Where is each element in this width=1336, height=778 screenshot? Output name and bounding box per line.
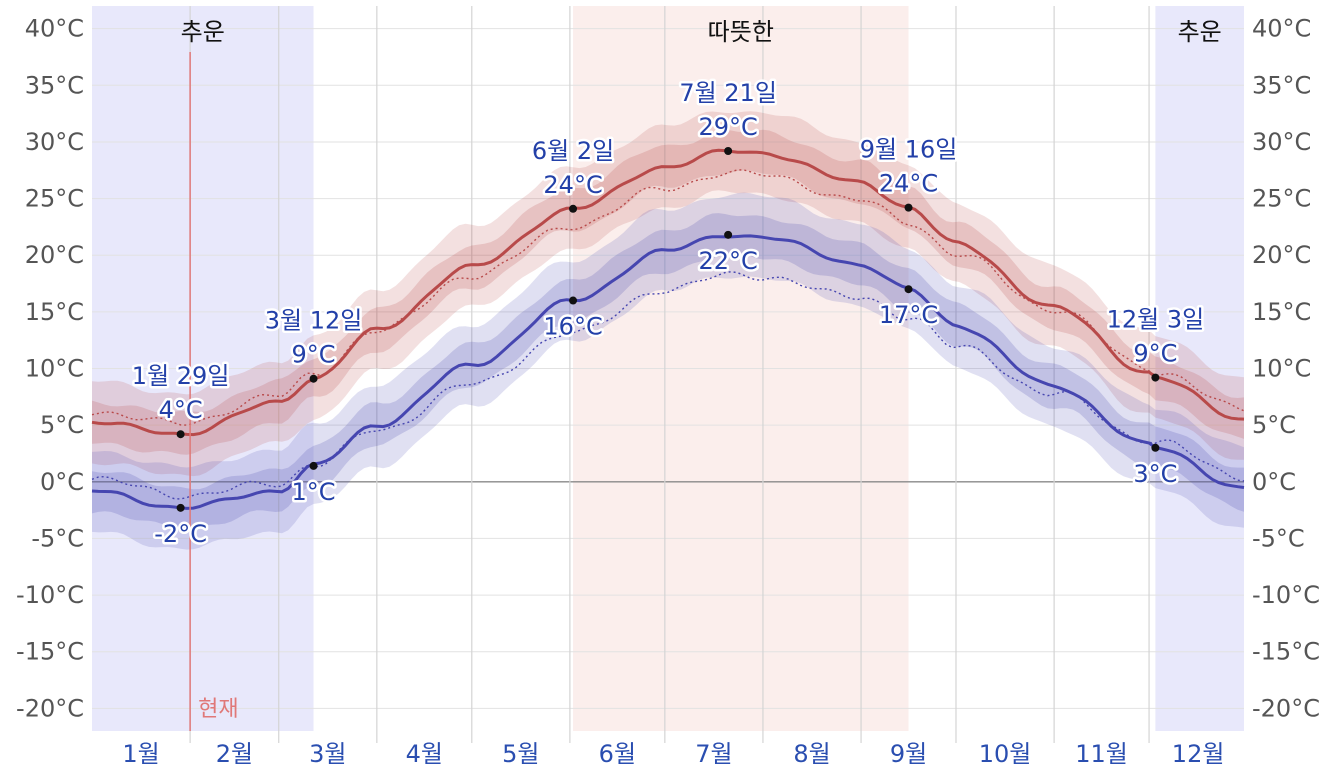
x-tick-label: 9월 [890,740,927,768]
y-tick-right: 10°C [1252,355,1311,383]
annotation-date: 6월 2일 [532,137,614,165]
annotation-date: 1월 29일 [132,362,230,390]
annotation-value: 22°C [698,247,757,275]
y-tick-left: -5°C [31,524,84,552]
annotation-point [176,430,185,439]
annotation-value: 29°C [698,113,757,141]
y-tick-right: 40°C [1252,15,1311,43]
x-tick-label: 8월 [793,740,830,768]
x-tick-label: 1월 [122,740,159,768]
annotation-point [1151,443,1160,452]
annotation-point [1151,373,1160,382]
season-label-0: 추운 [181,18,225,46]
annotation-value: 24°C [879,170,938,198]
annotation-point [569,296,578,305]
y-tick-left: 30°C [25,128,84,156]
annotation-date: 12월 3일 [1107,306,1205,334]
percentile-bands [92,111,1244,550]
annotation-value: 9°C [292,341,336,369]
season-label-1: 따뜻한 [708,18,774,46]
annotation-points [176,147,1160,512]
y-tick-right: 30°C [1252,128,1311,156]
y-tick-left: 0°C [40,468,84,496]
y-tick-right: -15°C [1252,638,1320,666]
y-tick-right: 35°C [1252,71,1311,99]
x-tick-label: 2월 [216,740,253,768]
x-tick-label: 7월 [695,740,732,768]
y-tick-left: 20°C [25,241,84,269]
series-line-1 [91,234,1245,510]
annotation-point [309,461,318,470]
annotation-date: 7월 21일 [679,79,777,107]
y-tick-right: -5°C [1252,524,1305,552]
now-label: 현재 [198,697,238,722]
y-tick-right: 0°C [1252,468,1296,496]
series-line-0 [91,148,1245,437]
annotation-point [569,204,578,213]
y-tick-left: 40°C [25,15,84,43]
annotation-value: 17°C [879,301,938,329]
y-tick-left: 35°C [25,71,84,99]
annotation-date: 3월 12일 [265,307,363,335]
x-tick-label: 6월 [599,740,636,768]
x-tick-label: 4월 [406,740,443,768]
x-tick-label: 11월 [1075,740,1128,768]
annotation-value: -2°C [154,520,207,548]
x-tick-label: 10월 [979,740,1032,768]
y-tick-left: -15°C [16,638,84,666]
band-inner-0 [92,129,1244,455]
band-inner-1 [92,213,1244,531]
y-tick-right: 5°C [1252,411,1296,439]
annotation-point [309,374,318,383]
annotation-date: 9월 16일 [860,136,958,164]
y-tick-left: 25°C [25,185,84,213]
y-tick-left: -10°C [16,581,84,609]
y-tick-right: 15°C [1252,298,1311,326]
annotation-point [176,503,185,512]
y-tick-right: 20°C [1252,241,1311,269]
season-label-2: 추운 [1178,18,1222,46]
y-tick-left: 15°C [25,298,84,326]
series-lines [91,148,1245,510]
y-tick-left: 10°C [25,355,84,383]
y-tick-left: -20°C [16,694,84,722]
y-tick-right: 25°C [1252,185,1311,213]
annotation-point [904,285,913,294]
y-tick-left: 5°C [40,411,84,439]
annotation-value: 4°C [159,396,203,424]
x-tick-label: 3월 [309,740,346,768]
annotation-point [904,203,913,212]
y-tick-right: -20°C [1252,694,1320,722]
annotation-value: 3°C [1133,460,1177,488]
annotation-value: 1°C [292,478,336,506]
annotation-value: 16°C [543,313,602,341]
x-tick-label: 5월 [502,740,539,768]
annotation-value: 9°C [1133,340,1177,368]
annotation-point [724,230,733,239]
dotted-line-1 [91,270,1245,500]
annotation-value: 24°C [543,171,602,199]
annotation-point [724,147,733,155]
band-outer-0 [92,111,1244,477]
x-tick-label: 12월 [1172,740,1225,768]
chart-labels: 추운 따뜻한 추운 -20°C -20°C -15°C -15°C -10°C -10°C -5°… [16,15,1320,768]
band-outer-1 [92,192,1244,550]
y-tick-right: -10°C [1252,581,1320,609]
